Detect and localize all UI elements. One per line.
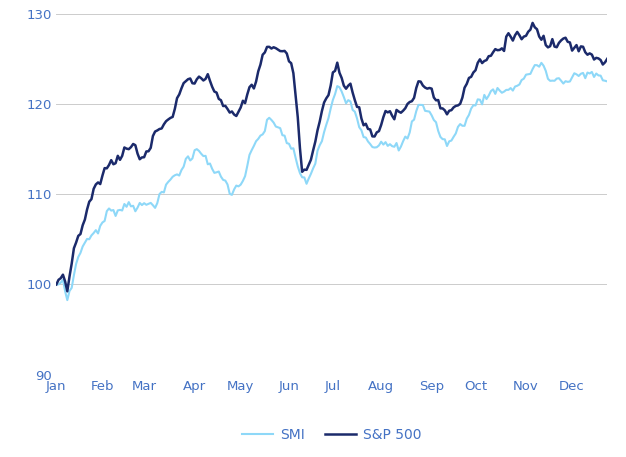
SMI	[219, 177, 227, 183]
SMI	[491, 91, 499, 96]
S&P 500	[491, 46, 499, 52]
S&P 500	[53, 282, 60, 287]
SMI	[603, 79, 611, 84]
S&P 500	[219, 103, 227, 109]
SMI	[595, 73, 602, 78]
Legend: SMI, S&P 500: SMI, S&P 500	[237, 422, 427, 447]
SMI	[441, 137, 449, 142]
SMI	[66, 288, 73, 294]
SMI	[406, 130, 413, 135]
S&P 500	[406, 99, 413, 105]
SMI	[538, 60, 545, 66]
S&P 500	[441, 107, 449, 113]
S&P 500	[595, 56, 602, 61]
SMI	[64, 298, 71, 303]
S&P 500	[603, 56, 611, 62]
SMI	[53, 282, 60, 287]
Line: S&P 500: S&P 500	[56, 23, 607, 291]
S&P 500	[529, 20, 536, 26]
S&P 500	[66, 274, 73, 279]
S&P 500	[64, 288, 71, 294]
Line: SMI: SMI	[56, 63, 607, 300]
